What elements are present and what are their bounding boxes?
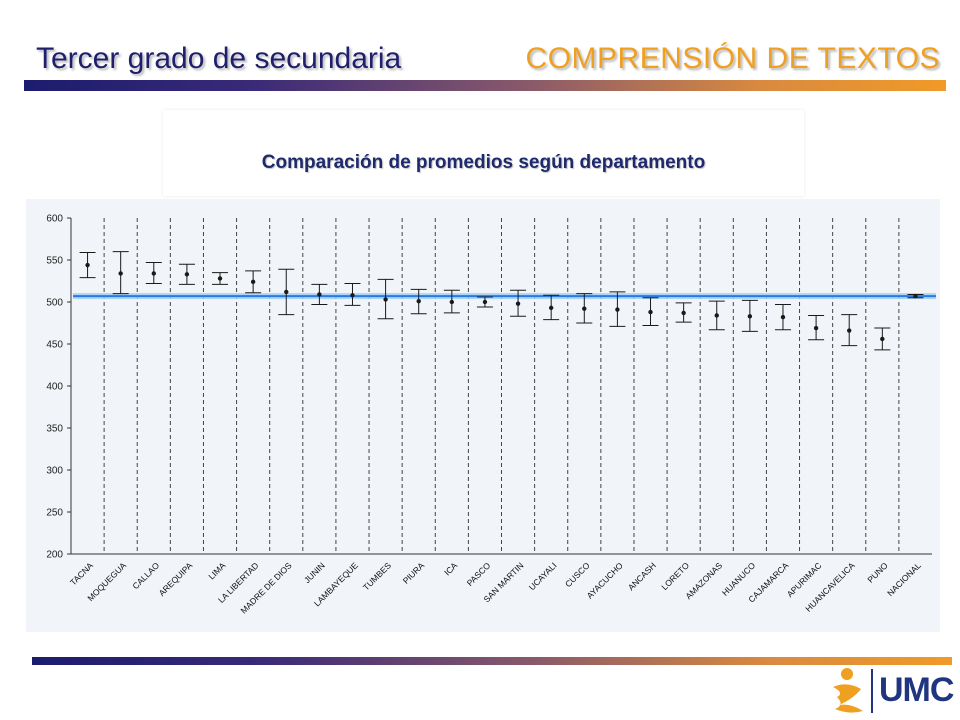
umc-figure-icon: [833, 668, 873, 713]
y-tick-label: 350: [46, 424, 63, 435]
mean-point: [648, 309, 653, 315]
footer-gradient-bar: [32, 657, 952, 665]
mean-point: [85, 262, 90, 268]
y-tick-label: 600: [46, 214, 63, 225]
y-tick-label: 300: [46, 466, 63, 477]
mean-point: [151, 271, 156, 276]
x-tick-label: LORETO: [659, 560, 691, 592]
mean-point: [416, 298, 421, 304]
x-tick-label: ICA: [442, 560, 459, 577]
mean-point: [681, 310, 686, 316]
x-tick-label: NACIONAL: [885, 560, 923, 598]
x-tick-label: PUNO: [865, 560, 890, 585]
x-tick-label: AREQUIPA: [157, 560, 195, 598]
x-tick-label: AYACUCHO: [585, 560, 626, 601]
chart-panel: [26, 199, 940, 632]
mean-point: [847, 328, 852, 333]
chart-title-box: Comparación de promedios según departame…: [163, 110, 804, 196]
umc-logo-text: UMC: [879, 671, 954, 709]
x-tick-label: JUNIN: [302, 560, 327, 585]
x-tick-label: PIURA: [401, 560, 427, 586]
x-tick-label: LIMA: [206, 560, 227, 581]
y-tick-label: 500: [46, 298, 63, 309]
chart-title: Comparación de promedios según departame…: [261, 152, 706, 173]
mean-point: [615, 307, 620, 312]
subject-title: COMPRENSIÓN DE TEXTOS: [525, 42, 940, 75]
mean-point: [880, 336, 885, 342]
mean-point: [482, 299, 488, 305]
mean-point: [714, 313, 719, 318]
mean-point: [383, 297, 388, 302]
x-tick-label: ANCASH: [626, 560, 658, 592]
header-gradient-bar: [24, 80, 946, 91]
grade-title: Tercer grado de secundaria: [36, 42, 402, 75]
x-tick-label: TUMBES: [361, 560, 393, 592]
mean-point: [184, 272, 190, 277]
mean-point: [449, 299, 455, 305]
mean-point: [913, 293, 918, 299]
y-tick-label: 450: [46, 340, 63, 351]
mean-point: [747, 314, 753, 319]
mean-point: [217, 276, 223, 281]
mean-point: [317, 292, 322, 297]
y-tick-label: 550: [46, 256, 63, 267]
x-tick-label: TACNA: [68, 560, 95, 587]
mean-point: [250, 279, 256, 285]
mean-point: [118, 271, 123, 276]
mean-point: [515, 301, 521, 306]
mean-point: [548, 305, 554, 311]
mean-point: [780, 314, 786, 320]
mean-point: [350, 293, 355, 298]
y-tick-label: 400: [46, 382, 63, 393]
mean-point: [284, 289, 289, 295]
x-tick-label: CUSCO: [563, 560, 592, 589]
umc-logo: UMC: [827, 665, 957, 717]
y-tick-label: 250: [46, 508, 63, 519]
y-tick-label: 200: [46, 550, 63, 561]
mean-point: [582, 306, 587, 311]
x-tick-label: UCAYALI: [527, 560, 559, 592]
x-tick-label: CALLAO: [130, 560, 161, 591]
mean-point: [813, 325, 819, 331]
x-tick-label: PASCO: [465, 560, 493, 588]
